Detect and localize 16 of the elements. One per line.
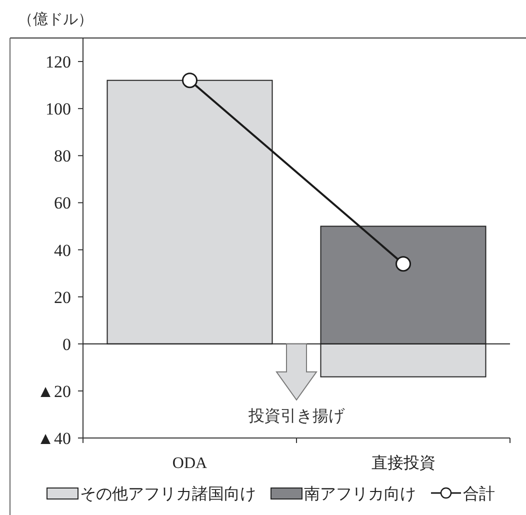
y-tick-label: 100: [46, 100, 71, 119]
x-tick-label: 直接投資: [371, 454, 436, 472]
y-tick-label: ▲40: [37, 429, 71, 448]
x-tick-label: ODA: [172, 455, 208, 472]
y-tick-label: ▲20: [37, 382, 71, 401]
y-tick-label: 60: [54, 194, 71, 213]
legend-label: 合計: [463, 485, 495, 503]
legend-label: その他アフリカ諸国向け: [80, 485, 256, 503]
y-axis-title: （億ドル）: [18, 11, 93, 28]
annotation: 投資引き揚げ: [248, 408, 346, 425]
y-tick-label: 80: [54, 146, 71, 166]
y-tick-label: 20: [54, 288, 71, 307]
y-tick-label: 40: [54, 240, 71, 260]
legend-label: 南アフリカ向け: [304, 485, 416, 503]
y-tick-label: 120: [46, 52, 71, 72]
y-tick-label: 0: [62, 334, 71, 354]
